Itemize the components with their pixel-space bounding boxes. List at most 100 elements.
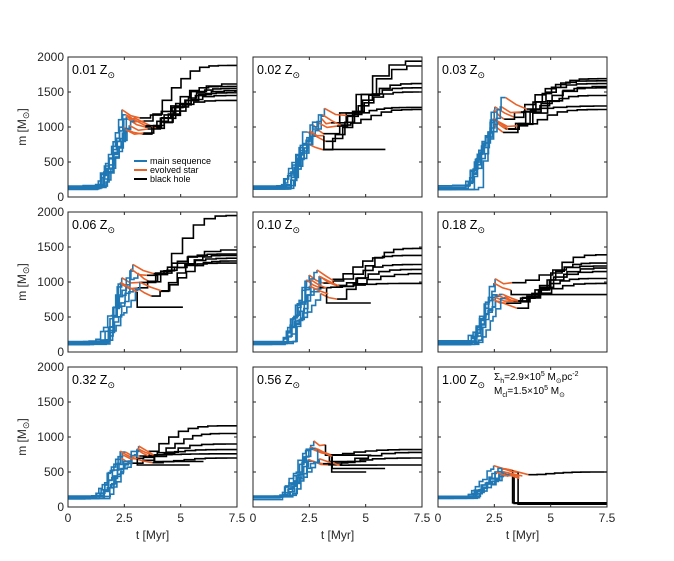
plot-area: [68, 425, 237, 500]
axes-frame: [252, 56, 423, 198]
axes-frame: [437, 56, 608, 198]
black-hole-track: [346, 106, 422, 117]
plot-area: [438, 464, 607, 505]
main-sequence-track: [253, 131, 308, 190]
panel-title-text: 0.02 Z: [257, 63, 293, 77]
panel-title-sub: ⊙: [477, 380, 485, 390]
black-hole-track: [518, 282, 607, 302]
panel-title-text: 0.32 Z: [72, 373, 108, 387]
main-sequence-track: [438, 473, 510, 498]
main-sequence-track: [438, 109, 495, 191]
ann-sun: ⊙: [556, 378, 562, 385]
main-sequence-track: [438, 294, 498, 345]
evolved-star-track: [132, 263, 154, 275]
ann-unit: M: [545, 372, 556, 383]
y-axis-label: m [M⊙]: [15, 108, 31, 146]
main-sequence-track: [68, 454, 124, 499]
y-tick-label: 1500: [37, 85, 64, 99]
main-sequence-track: [438, 296, 496, 342]
black-hole-track: [145, 83, 237, 128]
panel-8: 0 2.5 5 7.5 t [Myr] 0.56 Z⊙: [250, 366, 431, 542]
evolved-star-track: [319, 458, 341, 466]
evolved-star-track: [125, 128, 144, 136]
evolved-star-track: [133, 116, 157, 130]
black-hole-track: [333, 263, 422, 282]
panel-6: 0.18 Z⊙: [437, 211, 608, 353]
ann2-val: =1.5×10: [507, 386, 544, 397]
black-hole-track: [161, 260, 237, 292]
evolved-star-track: [318, 275, 340, 288]
panel-title-sub: ⊙: [477, 225, 485, 235]
black-hole-track: [319, 282, 422, 289]
y-label-sub: ⊙: [21, 422, 31, 430]
black-hole-track: [517, 108, 607, 127]
panel-title: 0.03 Z⊙: [442, 63, 485, 80]
evolved-star-track: [139, 281, 162, 292]
y-tick-label: 500: [44, 310, 64, 324]
panel-title-text: 0.56 Z: [257, 373, 293, 387]
black-hole-track: [511, 470, 607, 504]
main-sequence-track: [438, 465, 495, 499]
black-hole-track: [331, 65, 422, 124]
panel-5: 0.10 Z⊙: [252, 211, 423, 353]
axes-frame: [67, 366, 238, 508]
annotation-line2: Mcl=1.5×105 M⊙: [494, 385, 565, 399]
panel-title-text: 0.01 Z: [72, 63, 108, 77]
main-sequence-track: [68, 288, 139, 346]
black-hole-track: [510, 290, 607, 296]
black-hole-track: [526, 105, 607, 110]
panel-title: 0.18 Z⊙: [442, 218, 485, 235]
panel-title: 0.01 Z⊙: [72, 63, 115, 80]
panel-title-text: 0.18 Z: [442, 218, 478, 232]
black-hole-track: [513, 475, 607, 505]
panel-title-sub: ⊙: [477, 70, 485, 80]
black-hole-track: [325, 288, 371, 304]
axes-frame: [252, 211, 423, 353]
plot-area: [253, 440, 422, 501]
ann-sup: 5: [541, 371, 545, 378]
black-hole-track: [336, 82, 422, 127]
black-hole-track: [339, 272, 422, 288]
panel-title-sub: ⊙: [292, 380, 300, 390]
ann2-m: M: [494, 386, 502, 397]
black-hole-track: [139, 99, 237, 119]
evolved-star-track: [502, 470, 523, 477]
axes-frame: [252, 366, 423, 508]
y-label-sub: ⊙: [21, 112, 31, 120]
black-hole-track: [324, 444, 372, 456]
black-hole-track: [131, 443, 237, 464]
evolved-star-track: [320, 117, 332, 125]
y-tick-label: 1000: [37, 120, 64, 134]
black-hole-track: [340, 108, 422, 126]
evolved-star-track: [120, 281, 138, 293]
y-tick-label: 0: [57, 190, 64, 204]
evolved-star-track: [497, 120, 518, 128]
main-sequence-track: [438, 96, 506, 191]
y-label-text: m [M: [15, 429, 29, 456]
y-tick-label: 2000: [37, 360, 64, 374]
main-sequence-track: [68, 282, 122, 343]
evolved-star-track: [324, 107, 347, 117]
black-hole-track: [147, 262, 237, 277]
black-hole-track: [325, 91, 422, 143]
y-tick-label: 2000: [37, 50, 64, 64]
black-hole-track: [517, 472, 607, 505]
panel-title-text: 0.06 Z: [72, 218, 108, 232]
y-label-text: m [M: [15, 119, 29, 146]
panel-2: 0.02 Z⊙: [252, 56, 423, 198]
x-tick-label: 0: [435, 511, 442, 525]
evolved-star-track: [499, 105, 521, 114]
ann-sup2: -2: [572, 371, 578, 378]
y-tick-label: 0: [57, 500, 64, 514]
y-label-text: m [M: [15, 274, 29, 301]
y-tick-label: 500: [44, 465, 64, 479]
black-hole-track: [335, 268, 422, 287]
panel-9: 0 2.5 5 7.5t [Myr]1.00 Z⊙Σh=2.9×105 M⊙pc-2M…: [435, 366, 616, 542]
y-label-sub: ⊙: [21, 267, 31, 275]
main-sequence-track: [253, 440, 315, 498]
evolved-star-track: [509, 473, 520, 480]
plot-area: [438, 254, 607, 346]
x-tick-label: 5: [547, 511, 554, 525]
evolved-star-track: [316, 121, 338, 129]
